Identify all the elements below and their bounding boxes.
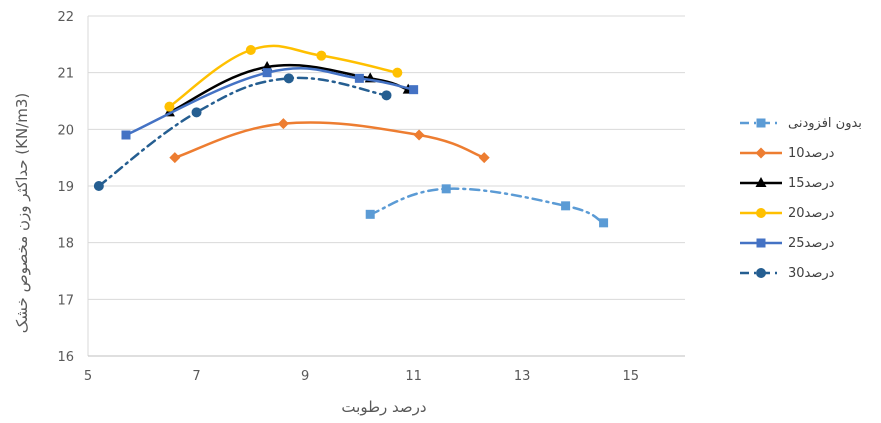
y-axis-title: حداکثر وزن مخصوص خشک (KN/m3)	[13, 93, 31, 334]
data-point	[441, 184, 451, 194]
series-0	[365, 184, 609, 228]
x-tick-label: 7	[192, 369, 200, 384]
data-point	[245, 45, 256, 55]
x-tick-label: 9	[301, 369, 309, 384]
axes: 16 17 18 19 20 21 22 5 7 9 11 13 15	[57, 10, 685, 384]
series-4	[121, 67, 419, 140]
x-tick-label: 13	[514, 369, 531, 384]
legend-swatch	[740, 177, 782, 187]
legend-item: 25درصد	[738, 228, 878, 258]
legend-item: بدون افزودنی	[738, 108, 878, 138]
x-tick-label: 5	[84, 369, 92, 384]
data-point	[478, 152, 490, 164]
data-point	[93, 181, 104, 191]
legend-label: بدون افزودنی	[788, 115, 862, 131]
data-point	[169, 152, 181, 164]
legend-marker	[756, 238, 766, 248]
data-point	[413, 129, 425, 141]
data-point	[599, 218, 609, 228]
legend: بدون افزودنی 10درصد 15درصد 20درصد 25درصد 30در…	[738, 108, 878, 288]
data-point	[392, 67, 403, 78]
y-tick-label: 20	[57, 123, 74, 138]
data-point	[365, 209, 375, 219]
series-line	[368, 187, 605, 225]
y-tick-label: 17	[57, 293, 74, 308]
legend-item: 15درصد	[738, 168, 878, 198]
grid	[88, 15, 685, 357]
series-line	[97, 76, 388, 188]
legend-item: 10درصد	[738, 138, 878, 168]
data-point	[277, 118, 289, 130]
y-tick-label: 16	[57, 350, 74, 365]
legend-swatch	[740, 118, 782, 128]
series-line	[168, 44, 399, 108]
legend-label: 30درصد	[788, 265, 835, 281]
legend-label: 15درصد	[788, 175, 835, 191]
data-point	[561, 201, 571, 211]
data-point	[409, 85, 419, 95]
legend-item: 30درصد	[738, 258, 878, 288]
legend-marker	[755, 177, 767, 187]
data-point	[191, 107, 202, 118]
series-5	[93, 73, 392, 191]
legend-label: 25درصد	[788, 235, 835, 251]
series-3	[164, 44, 403, 112]
y-tick-label: 22	[57, 10, 74, 25]
series-line	[173, 121, 486, 159]
legend-marker	[756, 118, 766, 128]
legend-marker	[755, 147, 767, 159]
y-tick-label: 19	[57, 180, 74, 195]
data-point	[262, 68, 272, 78]
legend-label: 20درصد	[788, 205, 835, 221]
y-tick-label: 18	[57, 237, 74, 252]
legend-item: 20درصد	[738, 198, 878, 228]
legend-swatch	[740, 268, 782, 278]
series-layer	[93, 44, 609, 228]
data-point	[354, 73, 364, 83]
legend-marker	[756, 268, 766, 278]
data-point	[381, 90, 392, 101]
legend-swatch	[740, 238, 782, 248]
legend-label: 10درصد	[788, 145, 835, 161]
legend-swatch	[740, 147, 782, 159]
data-point	[283, 73, 294, 84]
x-tick-label: 15	[622, 369, 639, 384]
data-point	[121, 130, 131, 140]
x-axis-title: درصد رطوبت	[341, 398, 426, 416]
series-line	[124, 67, 415, 137]
series-1	[169, 118, 490, 164]
y-tick-label: 21	[57, 67, 74, 82]
x-tick-label: 11	[405, 369, 422, 384]
data-point	[316, 50, 327, 61]
legend-marker	[756, 208, 766, 218]
data-point	[164, 101, 175, 112]
legend-swatch	[740, 208, 782, 218]
